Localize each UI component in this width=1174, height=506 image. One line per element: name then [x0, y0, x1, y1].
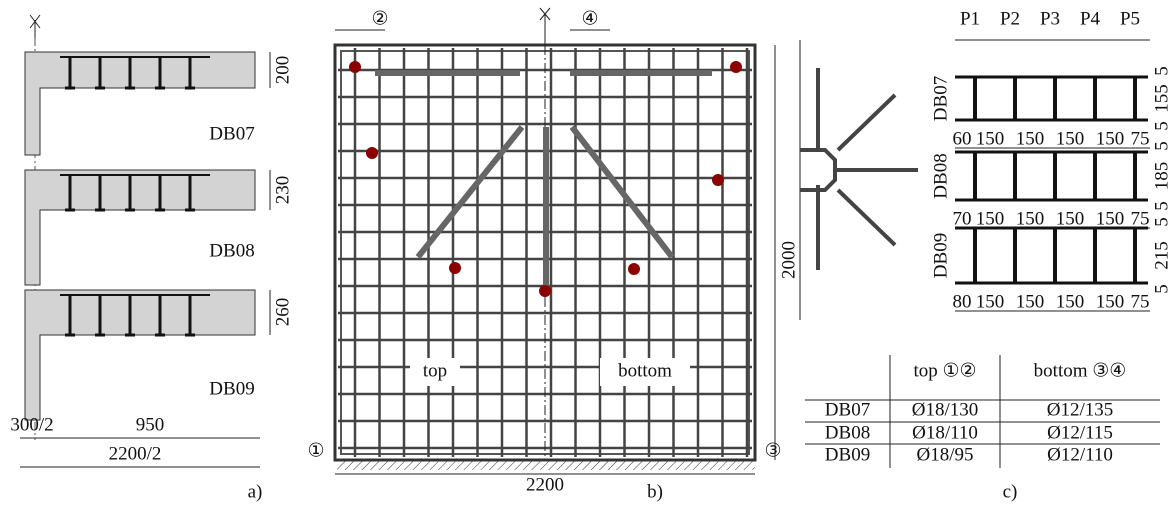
beam-label: DB08	[930, 153, 951, 198]
table-cell: DB09	[825, 444, 870, 465]
dim-text: 2000	[778, 241, 799, 279]
table-cell: Ø12/110	[1047, 444, 1113, 465]
depth: 5	[1151, 217, 1172, 227]
table-cell: DB08	[825, 422, 870, 443]
page: DB07 DB08 DB09 200 230 260 300/2 950 220…	[0, 0, 1174, 506]
strain-gauge	[539, 285, 551, 297]
figure: DB07 DB08 DB09 200 230 260 300/2 950 220…	[0, 0, 1174, 506]
panel-b: ② ④ ① ③ 2000 2200 b) top bottom	[307, 8, 799, 502]
table-cell: Ø18/130	[912, 399, 979, 420]
region-label: top	[423, 360, 447, 381]
dim-text: 2200/2	[109, 443, 162, 464]
depth: 5	[1151, 66, 1172, 76]
spacing: 75	[1131, 128, 1150, 149]
strain-gauge	[712, 174, 724, 186]
spacing: 150	[976, 128, 1005, 149]
star-detail	[800, 68, 918, 270]
caption: a)	[248, 481, 263, 502]
rebar-detail	[418, 127, 522, 257]
marker: ①	[307, 440, 324, 461]
table-header: top ①②	[913, 360, 976, 381]
dim-text: 2200	[526, 474, 564, 495]
column-label: P4	[1080, 8, 1101, 29]
section-label: DB08	[209, 240, 254, 261]
table-cell: DB07	[825, 399, 870, 420]
dim-text: 200	[272, 56, 293, 85]
caption: c)	[1003, 481, 1018, 502]
spacing: 150	[1056, 208, 1085, 229]
panel-a: DB07 DB08 DB09 200 230 260 300/2 950 220…	[10, 15, 293, 502]
strain-gauge	[730, 61, 742, 73]
column-label: P2	[1000, 8, 1020, 29]
table-header: bottom ③④	[1034, 360, 1127, 381]
column-label: P1	[960, 8, 980, 29]
spacing: 80	[953, 291, 972, 312]
section	[25, 290, 255, 420]
depth: 5	[1151, 201, 1172, 211]
depth: 5	[1151, 121, 1172, 131]
dim-text: 950	[136, 414, 165, 435]
marker: ②	[371, 8, 388, 29]
depth: 155	[1151, 84, 1172, 113]
section	[25, 170, 255, 285]
spacing: 150	[1096, 208, 1125, 229]
depth: 5	[1151, 141, 1172, 151]
table-cell: Ø18/95	[917, 444, 974, 465]
strain-gauge	[349, 61, 361, 73]
strain-gauge	[628, 263, 640, 275]
depth: 5	[1151, 284, 1172, 294]
rebar-detail	[572, 127, 672, 257]
spacing: 60	[953, 128, 972, 149]
beam-label: DB07	[930, 76, 951, 121]
beam-label: DB09	[930, 233, 951, 278]
spacing: 150	[1056, 291, 1085, 312]
region-label: bottom	[618, 360, 672, 381]
table-cell: Ø12/135	[1047, 399, 1114, 420]
axis-symbol	[30, 15, 40, 38]
dim-text: 260	[272, 298, 293, 327]
dim-text: 230	[272, 176, 293, 205]
marker: ③	[764, 440, 781, 461]
section-label: DB09	[209, 378, 254, 399]
spacing: 150	[976, 208, 1005, 229]
table-cell: Ø18/110	[912, 422, 978, 443]
column-label: P5	[1120, 8, 1140, 29]
spacing: 150	[1016, 291, 1045, 312]
depth: 215	[1151, 241, 1172, 270]
spacing: 75	[1131, 291, 1150, 312]
dim-text: 300/2	[10, 414, 53, 435]
table-cell: Ø12/115	[1047, 422, 1113, 443]
axis-symbol	[540, 8, 550, 45]
spacing: 75	[1131, 208, 1150, 229]
strain-gauge	[449, 262, 461, 274]
spacing: 150	[1056, 128, 1085, 149]
spacing: 150	[1096, 291, 1125, 312]
section-label: DB07	[209, 123, 254, 144]
spacing: 150	[1016, 128, 1045, 149]
marker: ④	[581, 8, 598, 29]
column-label: P3	[1040, 8, 1060, 29]
spacing: 150	[1096, 128, 1125, 149]
caption: b)	[647, 481, 663, 502]
spacing: 150	[1016, 208, 1045, 229]
spacing: 70	[953, 208, 972, 229]
strain-gauge	[366, 147, 378, 159]
spacing: 150	[976, 291, 1005, 312]
depth: 185	[1151, 162, 1172, 191]
